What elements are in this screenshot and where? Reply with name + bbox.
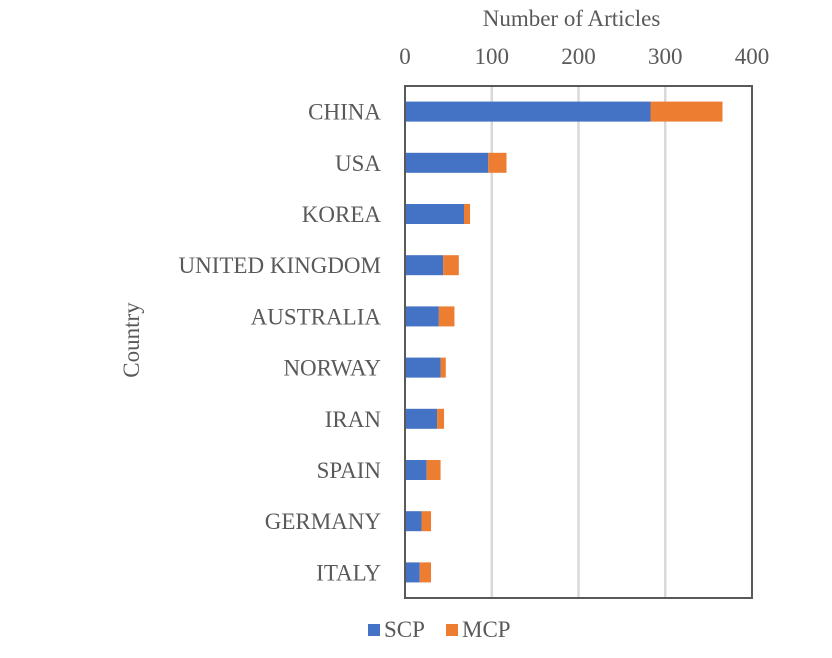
- category-label: ITALY: [316, 560, 381, 585]
- legend-swatch-scp: [368, 624, 380, 636]
- category-label: USA: [335, 151, 381, 176]
- category-label: IRAN: [325, 407, 382, 432]
- bar-mcp-australia: [438, 306, 455, 327]
- x-tick-label: 400: [735, 44, 770, 69]
- category-label: GERMANY: [265, 509, 382, 534]
- bar-scp-korea: [405, 204, 464, 224]
- bar-mcp-china: [650, 101, 723, 122]
- x-tick-label: 0: [399, 44, 411, 69]
- legend: SCP MCP: [368, 617, 511, 642]
- bar-scp-italy: [405, 562, 420, 583]
- x-axis-ticks: 0 100 200 300 400: [399, 44, 769, 69]
- bar-scp-norway: [405, 357, 441, 378]
- legend-swatch-mcp: [446, 624, 458, 636]
- gridlines: [490, 86, 667, 598]
- category-label: NORWAY: [283, 356, 381, 381]
- bar-mcp-usa: [488, 152, 507, 173]
- category-label: KOREA: [302, 202, 382, 227]
- category-label: UNITED KINGDOM: [179, 253, 382, 278]
- bar-scp-usa: [405, 152, 489, 173]
- bar-scp-china: [405, 101, 651, 122]
- bar-scp-spain: [405, 460, 427, 480]
- legend-label-mcp: MCP: [462, 617, 511, 642]
- bar-mcp-iran: [437, 408, 445, 429]
- category-label: AUSTRALIA: [251, 304, 382, 329]
- bar-scp-germany: [405, 511, 422, 532]
- x-tick-label: 100: [475, 44, 510, 69]
- bar-mcp-korea: [463, 204, 471, 224]
- x-axis-title: Number of Articles: [483, 6, 661, 31]
- bar-mcp-norway: [440, 357, 446, 378]
- category-label: SPAIN: [317, 458, 382, 483]
- x-tick-label: 300: [648, 44, 683, 69]
- bars: [405, 101, 723, 583]
- bar-scp-iran: [405, 408, 438, 429]
- x-tick-label: 200: [561, 44, 596, 69]
- bar-mcp-germany: [421, 511, 432, 532]
- y-axis-title: Country: [119, 302, 144, 378]
- bar-scp-united-kingdom: [405, 255, 444, 276]
- category-label: CHINA: [308, 100, 381, 125]
- category-labels: CHINA USA KOREA UNITED KINGDOM AUSTRALIA NORW…: [179, 100, 382, 586]
- bar-scp-australia: [405, 306, 439, 327]
- bar-mcp-italy: [419, 562, 432, 583]
- plot-frame: [404, 85, 753, 599]
- legend-label-scp: SCP: [384, 617, 425, 642]
- bar-mcp-spain: [426, 460, 441, 480]
- bar-mcp-united-kingdom: [443, 255, 459, 276]
